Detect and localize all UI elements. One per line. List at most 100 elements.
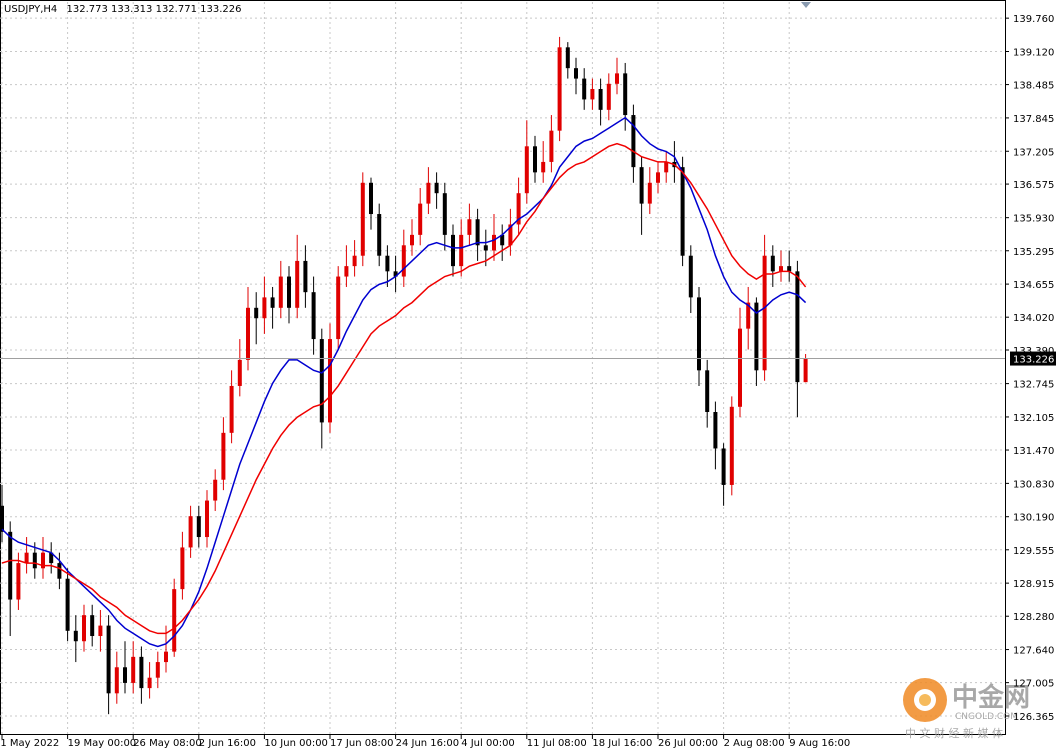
shift-marker xyxy=(801,2,811,8)
candle-body xyxy=(631,115,636,168)
candle-body xyxy=(770,255,775,272)
candle-body xyxy=(795,271,800,383)
candle-body xyxy=(410,234,414,246)
candle-body xyxy=(697,297,701,371)
candle-body xyxy=(172,589,177,652)
candle-body xyxy=(442,193,447,235)
candle-body xyxy=(418,203,423,235)
candle-body xyxy=(131,656,136,683)
candle-body xyxy=(180,547,185,590)
candle-body xyxy=(82,615,86,642)
candle-body xyxy=(434,182,439,194)
x-tick-label: 17 Jun 08:00 xyxy=(330,738,394,749)
y-tick-label: 134.655 xyxy=(1013,280,1054,291)
candle-body xyxy=(311,292,316,340)
candle-body xyxy=(205,500,209,538)
candle-body xyxy=(762,255,767,371)
moving-average xyxy=(1,116,807,648)
candle-body xyxy=(688,255,693,298)
candle-body xyxy=(73,630,78,642)
x-tick-label: 10 Jun 00:00 xyxy=(264,738,328,749)
candle-body xyxy=(401,245,406,277)
candle-body xyxy=(656,172,660,183)
y-tick-label: 128.915 xyxy=(1013,579,1054,590)
y-tick-label: 127.005 xyxy=(1013,679,1054,690)
price-tag-label: 133.226 xyxy=(1013,355,1054,366)
candle-body xyxy=(451,234,455,267)
y-tick-label: 139.760 xyxy=(1013,14,1054,25)
candle-body xyxy=(221,432,226,480)
candle-body xyxy=(344,266,349,277)
y-tick-label: 134.020 xyxy=(1013,313,1054,324)
candle-body xyxy=(565,47,570,69)
y-tick-label: 133.390 xyxy=(1013,346,1054,357)
plot-frame xyxy=(0,0,1006,735)
candle-body xyxy=(459,234,464,267)
candle-body xyxy=(114,667,119,694)
candle-body xyxy=(713,412,718,449)
candle-body xyxy=(106,625,111,694)
candle-body xyxy=(336,276,341,340)
candle-body xyxy=(705,370,710,413)
y-tick-label: 137.845 xyxy=(1013,114,1054,125)
candle-body xyxy=(32,552,37,569)
marks xyxy=(0,36,1005,715)
y-tick-label: 139.120 xyxy=(1013,47,1054,58)
x-tick-label: 11 Jul 08:00 xyxy=(527,738,587,749)
candle-body xyxy=(155,662,160,678)
x-tick-label: 2 Aug 08:00 xyxy=(724,738,785,749)
candle-body xyxy=(606,83,611,110)
candle-body xyxy=(426,182,431,204)
logo-dot xyxy=(919,694,931,706)
candle-body xyxy=(746,302,751,329)
x-tick-label: 26 May 08:00 xyxy=(133,738,202,749)
candle-body xyxy=(779,266,783,272)
candle-body xyxy=(533,146,537,173)
candle-body xyxy=(549,130,554,162)
y-tick-label: 130.830 xyxy=(1013,479,1054,490)
candle-body xyxy=(65,578,70,631)
candle-body xyxy=(229,385,234,433)
candle-body xyxy=(246,307,250,360)
x-tick-label: 26 Jul 00:00 xyxy=(658,738,718,749)
x-tick-label: 11 May 2022 xyxy=(0,738,59,749)
candle-body xyxy=(123,667,127,683)
info-low: 132.771 xyxy=(156,4,197,15)
candle-body xyxy=(647,182,652,204)
watermark: 中金网 CNGOLD.COM 中 文 财 经 新 媒 体 xyxy=(903,678,1030,740)
candle-body xyxy=(598,89,603,110)
x-tick-label: 2 Jun 16:00 xyxy=(199,738,256,749)
candle-body xyxy=(582,78,587,100)
candle-body xyxy=(8,531,13,600)
candle-body xyxy=(557,47,562,131)
candle-body xyxy=(270,297,275,308)
candle-body xyxy=(500,234,505,246)
candle-body xyxy=(16,563,21,600)
info-close: 133.226 xyxy=(200,4,241,15)
candle-body xyxy=(483,245,488,251)
candle-body xyxy=(49,552,54,564)
y-tick-label: 129.555 xyxy=(1013,546,1054,557)
y-tick-label: 130.190 xyxy=(1013,513,1054,524)
candle-body xyxy=(213,479,218,501)
candle-body xyxy=(287,276,291,308)
y-tick-label: 137.205 xyxy=(1013,147,1054,158)
info-high: 133.313 xyxy=(111,4,152,15)
moving-average xyxy=(1,142,807,635)
y-tick-label: 131.470 xyxy=(1013,446,1054,457)
x-tick-label: 18 Jul 16:00 xyxy=(592,738,652,749)
candle-body xyxy=(615,73,619,84)
watermark-slogan: 中 文 财 经 新 媒 体 xyxy=(905,726,1003,740)
x-tick-label: 24 Jun 16:00 xyxy=(396,738,460,749)
x-tick-label: 4 Jul 00:00 xyxy=(461,738,515,749)
candle-body xyxy=(516,193,521,225)
candle-body xyxy=(237,359,242,386)
candle-body xyxy=(721,448,726,485)
candle-body xyxy=(508,224,513,246)
candle-body xyxy=(385,255,390,272)
x-tick-label: 19 May 00:00 xyxy=(68,738,137,749)
y-tick-label: 132.745 xyxy=(1013,380,1054,391)
candle-body xyxy=(754,302,759,371)
candle-body xyxy=(541,161,546,173)
